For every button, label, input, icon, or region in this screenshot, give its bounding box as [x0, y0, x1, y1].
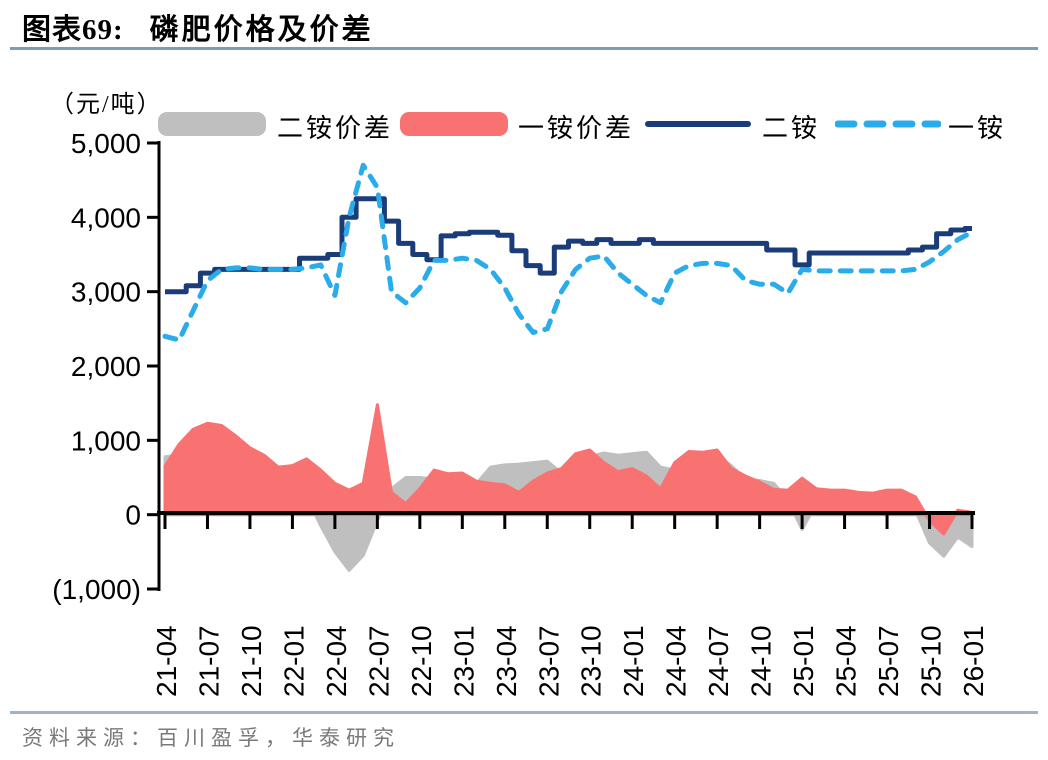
- x-axis-label: 23-10: [576, 625, 607, 697]
- x-axis-label: 24-01: [618, 625, 649, 697]
- chart-legend: 二铵价差 一铵价差 二铵 一铵: [0, 106, 1048, 143]
- y-axis-unit-label: （元/吨）: [50, 92, 163, 118]
- x-axis-label: 24-04: [661, 625, 692, 697]
- x-axis-label: 23-01: [448, 625, 479, 697]
- legend-label-dap-line: 二铵: [762, 114, 821, 143]
- x-axis-label: 25-04: [831, 625, 862, 697]
- x-axis-label: 24-10: [746, 625, 777, 697]
- x-axis-label: 26-01: [958, 625, 989, 697]
- legend-swatch-dap-line: [645, 121, 751, 127]
- y-axis-label: (1,000): [52, 574, 141, 605]
- x-axis-label: 23-04: [491, 625, 522, 697]
- x-axis-label: 22-07: [363, 625, 394, 697]
- legend-swatch-map-line: [834, 117, 942, 131]
- x-axis-label: 25-07: [873, 625, 904, 697]
- x-axis-label: 22-04: [321, 625, 352, 697]
- x-axis-label: 25-10: [916, 625, 947, 697]
- map-price-line: [162, 162, 975, 343]
- y-axis-label: 1,000: [71, 425, 141, 456]
- x-axis-label: 21-07: [193, 625, 224, 697]
- footer-divider: [10, 711, 1038, 714]
- x-axis-label: 25-01: [788, 625, 819, 697]
- y-axis-label: 2,000: [71, 351, 141, 382]
- y-axis-label: 4,000: [71, 202, 141, 233]
- x-axis-label: 22-10: [406, 625, 437, 697]
- x-axis-label: 21-10: [236, 625, 267, 697]
- x-axis-label: 21-04: [151, 625, 182, 697]
- figure-number: 图表69:: [22, 14, 124, 46]
- map-spread-area: [163, 403, 974, 536]
- y-axis-label: 0: [125, 500, 141, 531]
- legend-swatch-map-spread: [400, 112, 508, 136]
- figure-title: 图表69: 磷肥价格及价差: [22, 6, 374, 48]
- title-divider: [10, 47, 1038, 50]
- dap-price-line: [165, 196, 972, 295]
- legend-label-map-line: 一铵: [948, 114, 1007, 143]
- source-note: 资料来源：百川盈孚，华泰研究: [22, 726, 400, 750]
- legend-label-map-spread: 一铵价差: [518, 114, 635, 143]
- x-axis-label: 22-01: [278, 625, 309, 697]
- figure-title-text: 磷肥价格及价差: [149, 14, 374, 46]
- legend-swatch-dap-spread: [158, 112, 266, 136]
- x-axis-label: 23-07: [533, 625, 564, 697]
- y-axis-label: 5,000: [71, 128, 141, 159]
- x-axis-label: 24-07: [703, 625, 734, 697]
- legend-label-dap-spread: 二铵价差: [277, 114, 394, 143]
- y-axis-label: 3,000: [71, 277, 141, 308]
